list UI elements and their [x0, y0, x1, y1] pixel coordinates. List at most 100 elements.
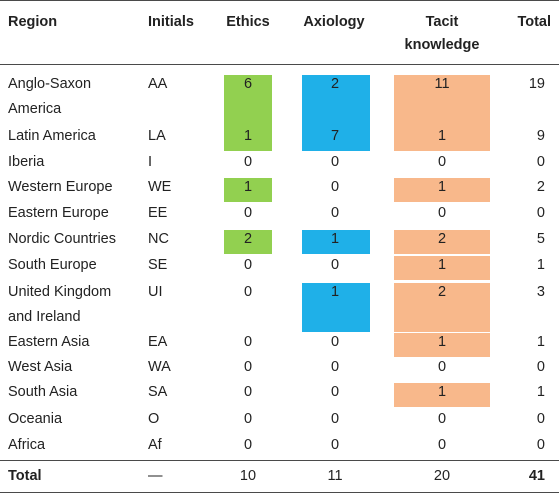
ethics-value: 0: [243, 284, 253, 300]
row-total: 1: [536, 384, 545, 400]
total-row-tacit: 20: [433, 468, 451, 484]
axiology-value: 0: [330, 437, 340, 453]
tacit-value: 1: [437, 334, 447, 350]
axiology-value: 0: [330, 334, 340, 350]
bottom-rule: [0, 492, 559, 493]
ethics-highlight: [224, 178, 272, 202]
tacit-value: 1: [437, 257, 447, 273]
tacit-value: 11: [434, 76, 450, 92]
header-tacit-line2: knowledge: [404, 37, 480, 53]
row-total: 2: [536, 179, 545, 195]
axiology-highlight: [302, 127, 370, 151]
tacit-value: 1: [437, 179, 447, 195]
ethics-value: 0: [243, 154, 253, 170]
tacit-value: 0: [437, 437, 447, 453]
axiology-value: 0: [330, 154, 340, 170]
total-row-ethics: 10: [239, 468, 257, 484]
tacit-value: 0: [437, 154, 447, 170]
row-total: 5: [536, 231, 545, 247]
region-name: and Ireland: [8, 309, 81, 325]
tacit-value: 0: [437, 411, 447, 427]
ethics-highlight: [224, 75, 272, 127]
row-total: 3: [536, 284, 545, 300]
tacit-highlight: [394, 230, 490, 254]
ethics-highlight: [224, 127, 272, 151]
ethics-highlight: [224, 230, 272, 254]
ethics-value: 0: [243, 257, 253, 273]
region-initials: EA: [148, 334, 168, 350]
axiology-value: 1: [330, 231, 340, 247]
region-name: Oceania: [8, 411, 63, 427]
region-name: Eastern Asia: [8, 334, 90, 350]
header-initials: Initials: [148, 14, 194, 30]
row-total: 9: [536, 128, 545, 144]
region-initials: I: [148, 154, 153, 170]
row-total: 1: [536, 257, 545, 273]
ethics-value: 1: [243, 179, 253, 195]
region-initials: SE: [148, 257, 168, 273]
axiology-value: 0: [330, 257, 340, 273]
row-total: 0: [536, 437, 545, 453]
ethics-value: 0: [243, 205, 253, 221]
tacit-highlight: [394, 283, 490, 332]
tacit-highlight: [394, 75, 490, 127]
region-initials: WE: [148, 179, 172, 195]
axiology-value: 0: [330, 359, 340, 375]
region-initials: NC: [148, 231, 169, 247]
region-name: Latin America: [8, 128, 96, 144]
tacit-highlight: [394, 256, 490, 280]
axiology-value: 0: [330, 411, 340, 427]
region-name: Eastern Europe: [8, 205, 109, 221]
region-name: Nordic Countries: [8, 231, 116, 247]
header-region: Region: [8, 14, 58, 30]
region-name: South Europe: [8, 257, 97, 273]
region-initials: O: [148, 411, 160, 427]
tacit-value: 2: [437, 284, 447, 300]
axiology-value: 0: [330, 205, 340, 221]
ethics-value: 0: [243, 359, 253, 375]
row-total: 1: [536, 334, 545, 350]
region-initials: Af: [148, 437, 162, 453]
axiology-highlight: [302, 230, 370, 254]
axiology-highlight: [302, 283, 370, 332]
row-total: 19: [528, 76, 545, 92]
total-row-initials: —: [148, 468, 163, 484]
tacit-highlight: [394, 178, 490, 202]
region-name: South Asia: [8, 384, 78, 400]
row-total: 0: [536, 205, 545, 221]
axiology-value: 7: [330, 128, 340, 144]
axiology-value: 0: [330, 384, 340, 400]
region-name: Anglo-Saxon: [8, 76, 92, 92]
top-rule: [0, 0, 559, 1]
region-initials: SA: [148, 384, 168, 400]
ethics-value: 0: [243, 411, 253, 427]
tacit-value: 0: [437, 359, 447, 375]
axiology-highlight: [302, 75, 370, 127]
total-row-total: 41: [528, 468, 545, 484]
region-name: United Kingdom: [8, 284, 112, 300]
total-rule: [0, 460, 559, 461]
header-ethics: Ethics: [226, 14, 270, 30]
header-tacit-line1: Tacit: [425, 14, 459, 30]
ethics-value: 0: [243, 384, 253, 400]
header-rule: [0, 64, 559, 65]
ethics-value: 2: [243, 231, 253, 247]
tacit-highlight: [394, 127, 490, 151]
tacit-value: 1: [437, 384, 447, 400]
header-axiology: Axiology: [303, 14, 365, 30]
ethics-value: 0: [243, 334, 253, 350]
region-initials: EE: [148, 205, 168, 221]
tacit-value: 1: [437, 128, 447, 144]
region-name: Africa: [8, 437, 46, 453]
row-total: 0: [536, 411, 545, 427]
region-initials: AA: [148, 76, 168, 92]
tacit-value: 0: [437, 205, 447, 221]
tacit-highlight: [394, 333, 490, 357]
region-initials: LA: [148, 128, 166, 144]
axiology-value: 1: [330, 284, 340, 300]
region-name: America: [8, 101, 62, 117]
tacit-value: 2: [437, 231, 447, 247]
row-total: 0: [536, 154, 545, 170]
ethics-value: 0: [243, 437, 253, 453]
